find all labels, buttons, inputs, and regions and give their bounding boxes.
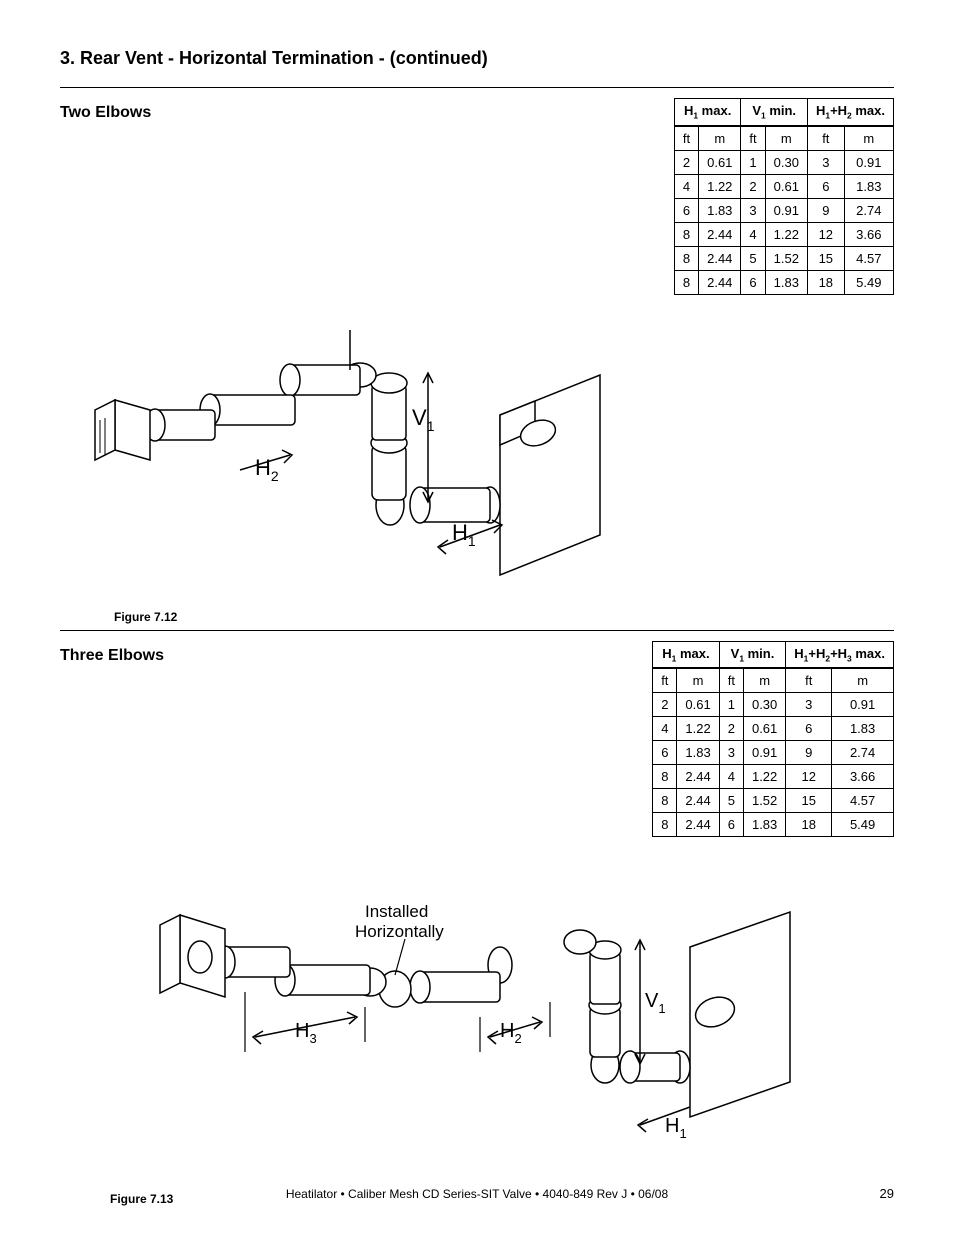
section-two-elbows: Two Elbows H1 max. V1 min. H1+H2 max. ft…	[60, 98, 894, 295]
tbody-two-elbows: 20.6110.3030.9141.2220.6161.8361.8330.91…	[674, 150, 893, 294]
th-h1max: H1 max.	[674, 99, 741, 126]
table-row: 82.4451.52154.57	[674, 246, 893, 270]
divider	[60, 630, 894, 631]
page-footer: Heatilator • Caliber Mesh CD Series-SIT …	[0, 1187, 954, 1201]
divider	[60, 87, 894, 88]
label-installed1: Installed	[365, 902, 428, 921]
subhead-three-elbows: Three Elbows	[60, 647, 164, 665]
figure-caption-7-12: Figure 7.12	[114, 610, 894, 624]
unit-row: ft m ft m ft m	[674, 126, 893, 151]
figure-7-12: V1 H1 H2 Figure 7.12	[60, 315, 894, 624]
tbody-three-elbows: 20.6110.3030.9141.2220.6161.8361.8330.91…	[653, 693, 894, 837]
label-v1: V1	[645, 990, 666, 1016]
table-three-elbows: H1 max. V1 min. H1+H2+H3 max. ft m ft m …	[652, 641, 894, 838]
table-row: 20.6110.3030.91	[674, 150, 893, 174]
label-v1: V1	[412, 405, 435, 434]
th-v1min: V1 min.	[719, 641, 786, 668]
table-row: 61.8330.9192.74	[653, 741, 894, 765]
th-v1min: V1 min.	[741, 99, 808, 126]
table-row: 41.2220.6161.83	[674, 174, 893, 198]
figure-7-13: Installed Horizontally V1 H1 H2	[100, 857, 894, 1206]
th-h1h2max: H1+H2 max.	[807, 99, 893, 126]
table-row: 82.4461.83185.49	[653, 813, 894, 837]
section-three-elbows: Three Elbows H1 max. V1 min. H1+H2+H3 ma…	[60, 641, 894, 838]
label-h2: H2	[500, 1020, 522, 1046]
subhead-two-elbows: Two Elbows	[60, 104, 151, 122]
label-installed2: Horizontally	[355, 922, 444, 941]
table-row: 82.4441.22123.66	[653, 765, 894, 789]
table-row: 20.6110.3030.91	[653, 693, 894, 717]
table-row: 82.4461.83185.49	[674, 270, 893, 294]
th-h1max: H1 max.	[653, 641, 720, 668]
table-row: 82.4451.52154.57	[653, 789, 894, 813]
label-h3: H3	[295, 1020, 317, 1046]
label-h1: H1	[452, 520, 476, 549]
table-row: 61.8330.9192.74	[674, 198, 893, 222]
table-row: 82.4441.22123.66	[674, 222, 893, 246]
table-row: 41.2220.6161.83	[653, 717, 894, 741]
page-heading: 3. Rear Vent - Horizontal Termination - …	[60, 48, 894, 69]
th-h1h2h3max: H1+H2+H3 max.	[786, 641, 894, 668]
table-two-elbows: H1 max. V1 min. H1+H2 max. ft m ft m ft …	[674, 98, 894, 295]
unit-row: ft m ft m ft m	[653, 668, 894, 693]
label-h1: H1	[665, 1115, 687, 1141]
page-number: 29	[880, 1186, 894, 1201]
